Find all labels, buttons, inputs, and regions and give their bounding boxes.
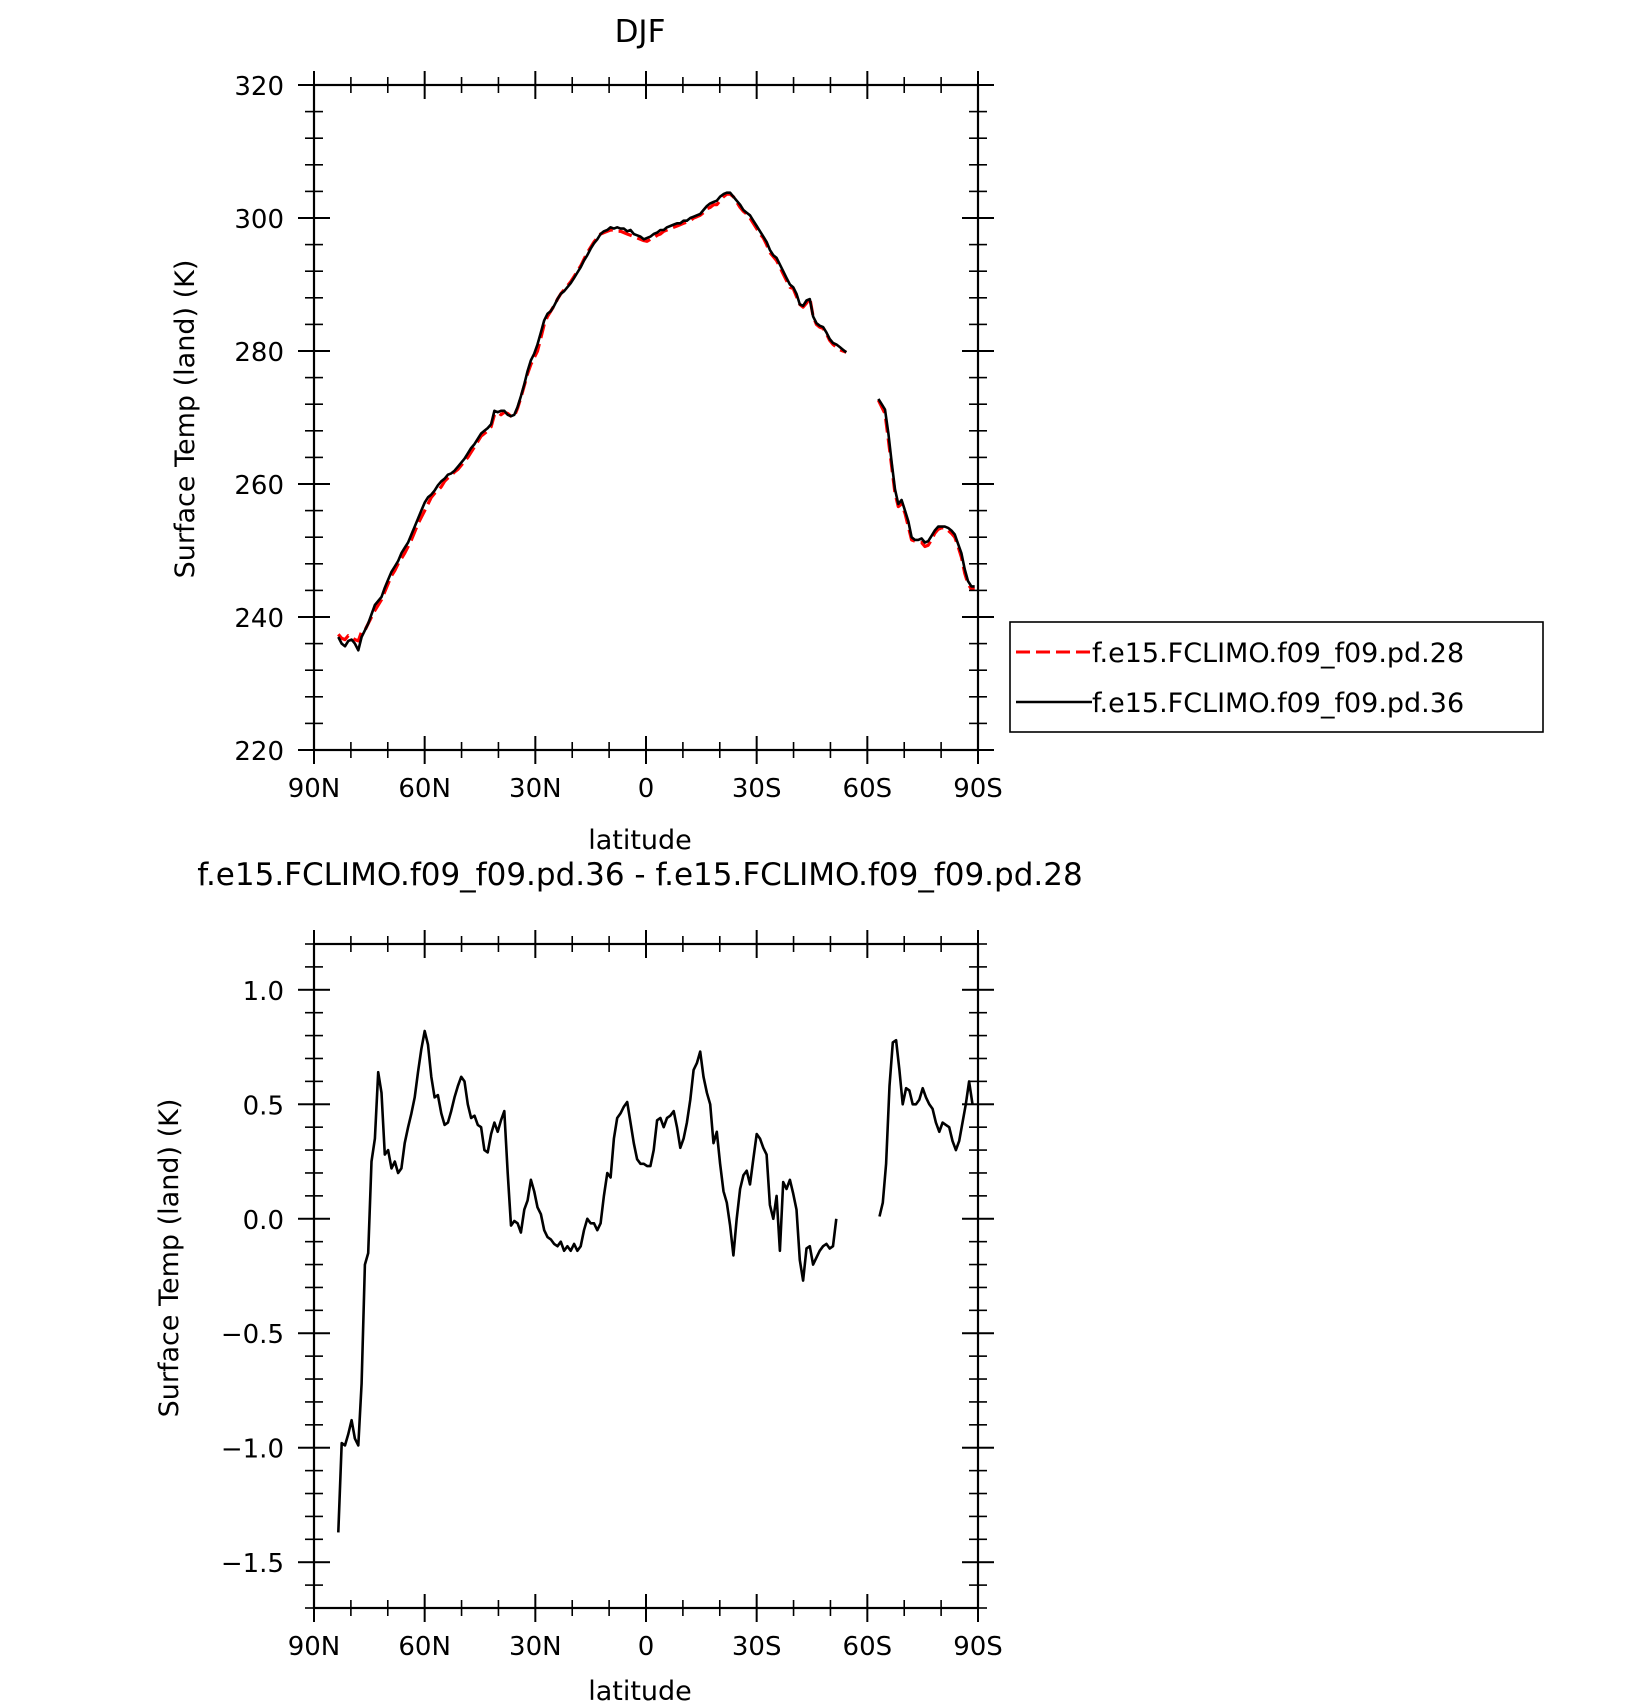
x-tick-label: 90N (288, 1632, 341, 1662)
y-tick-label: 0.0 (243, 1206, 284, 1236)
y-tick-label: 260 (234, 471, 284, 501)
legend-label-pd28: f.e15.FCLIMO.f09_f09.pd.28 (1092, 638, 1464, 669)
bottom-chart-xlabel: latitude (588, 1676, 692, 1707)
legend-label-pd36: f.e15.FCLIMO.f09_f09.pd.36 (1092, 688, 1464, 719)
series-line-0 (337, 1029, 838, 1533)
top-chart-title: DJF (615, 14, 666, 50)
x-tick-label: 0 (638, 774, 655, 804)
legend: f.e15.FCLIMO.f09_f09.pd.28 f.e15.FCLIMO.… (1009, 621, 1544, 733)
x-tick-label: 90S (953, 1632, 1003, 1662)
plot-frame (312, 942, 980, 1610)
y-tick-label: −1.0 (221, 1435, 284, 1465)
x-tick-label: 30N (509, 1632, 562, 1662)
plot-frame (312, 83, 980, 752)
x-tick-label: 90S (953, 774, 1003, 804)
x-tick-label: 0 (638, 1632, 655, 1662)
y-tick-label: 240 (234, 604, 284, 634)
series-line-1 (337, 191, 848, 652)
x-tick-label: 30N (509, 774, 562, 804)
series-line-0 (337, 192, 847, 643)
y-tick-label: 220 (234, 737, 284, 767)
y-tick-label: 0.5 (243, 1091, 284, 1121)
x-tick-label: 30S (732, 1632, 782, 1662)
x-tick-label: 30S (732, 774, 782, 804)
series-line-0 (878, 1038, 974, 1217)
y-tick-label: −0.5 (221, 1320, 284, 1350)
bottom-chart: f.e15.FCLIMO.f09_f09.pd.36 - f.e15.FCLIM… (154, 857, 1083, 1707)
x-tick-label: 90N (288, 774, 341, 804)
x-tick-label: 60N (398, 1632, 451, 1662)
top-chart-ylabel: Surface Temp (land) (K) (170, 260, 201, 579)
top-chart-xlabel: latitude (588, 825, 692, 856)
top-chart: DJF 90N 60N 30N 0 30S 60S 90S 320 300 280 260 240 22… (170, 14, 1544, 856)
x-tick-label: 60S (843, 774, 893, 804)
series-line-0 (876, 399, 975, 591)
legend-box (1009, 621, 1544, 733)
series-line-1 (877, 398, 975, 588)
bottom-chart-title: f.e15.FCLIMO.f09_f09.pd.36 - f.e15.FCLIM… (197, 857, 1082, 893)
x-tick-label: 60N (398, 774, 451, 804)
y-tick-label: 1.0 (243, 977, 284, 1007)
y-tick-label: 320 (234, 72, 284, 102)
bottom-chart-ylabel: Surface Temp (land) (K) (154, 1099, 185, 1418)
x-tick-label: 60S (843, 1632, 893, 1662)
y-tick-label: 280 (234, 338, 284, 368)
y-tick-label: −1.5 (221, 1549, 284, 1579)
y-tick-label: 300 (234, 205, 284, 235)
